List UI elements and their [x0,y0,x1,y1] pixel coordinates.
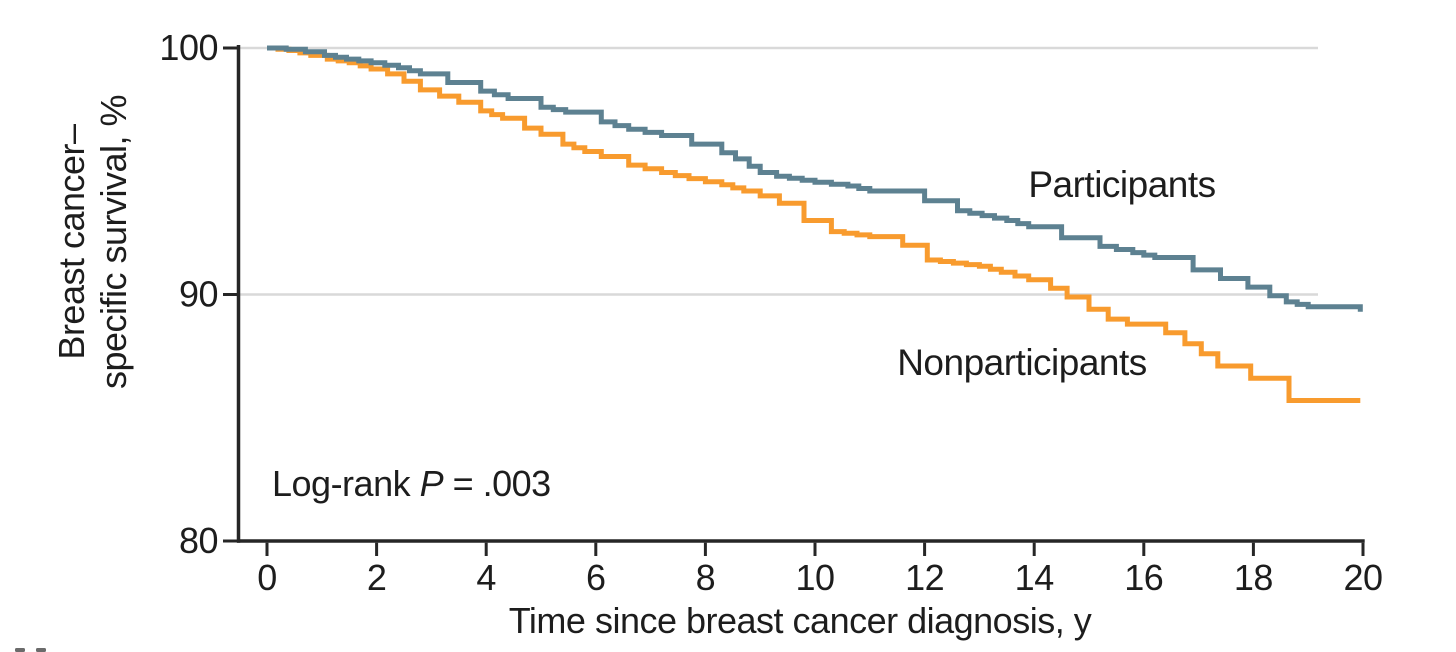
log-rank-annotation: Log-rank P = .003 [272,463,551,504]
x-tick-label: 12 [905,557,944,598]
participants-curve [267,45,1363,312]
gridlines-group [237,46,1318,296]
y-axis-label-line1: Breast cancer– [51,124,92,360]
participants-series-label: Participants [1028,164,1215,205]
x-ticks-group [265,542,1365,556]
y-tick-label: 90 [179,274,218,315]
log-rank-prefix: Log-rank [272,463,420,504]
x-tick-label: 6 [586,557,606,598]
x-tick-label: 0 [257,557,277,598]
x-axis-label: Time since breast cancer diagnosis, y [509,600,1092,641]
x-tick-labels-group: 0 2 4 6 8 10 12 14 16 18 20 [257,557,1383,598]
y-tick-label: 80 [179,520,218,561]
cropped-text-artifact [15,648,46,652]
curves-group [267,45,1363,403]
x-tick-label: 10 [795,557,834,598]
axes-group [236,45,1365,543]
x-tick-label: 20 [1343,557,1382,598]
x-tick-label: 16 [1124,557,1163,598]
p-symbol: P [420,463,444,504]
x-tick-label: 14 [1015,557,1054,598]
x-tick-label: 2 [367,557,387,598]
x-tick-label: 4 [476,557,496,598]
p-value: = .003 [443,463,551,504]
x-tick-label: 18 [1234,557,1273,598]
y-axis-label-line2: specific survival, % [93,95,134,389]
y-tick-labels-group: 100 90 80 [159,27,218,561]
y-ticks-group [223,46,237,543]
nonparticipants-curve [267,45,1361,403]
nonparticipants-series-label: Nonparticipants [897,342,1147,383]
y-tick-label: 100 [159,27,218,68]
x-tick-label: 8 [696,557,716,598]
